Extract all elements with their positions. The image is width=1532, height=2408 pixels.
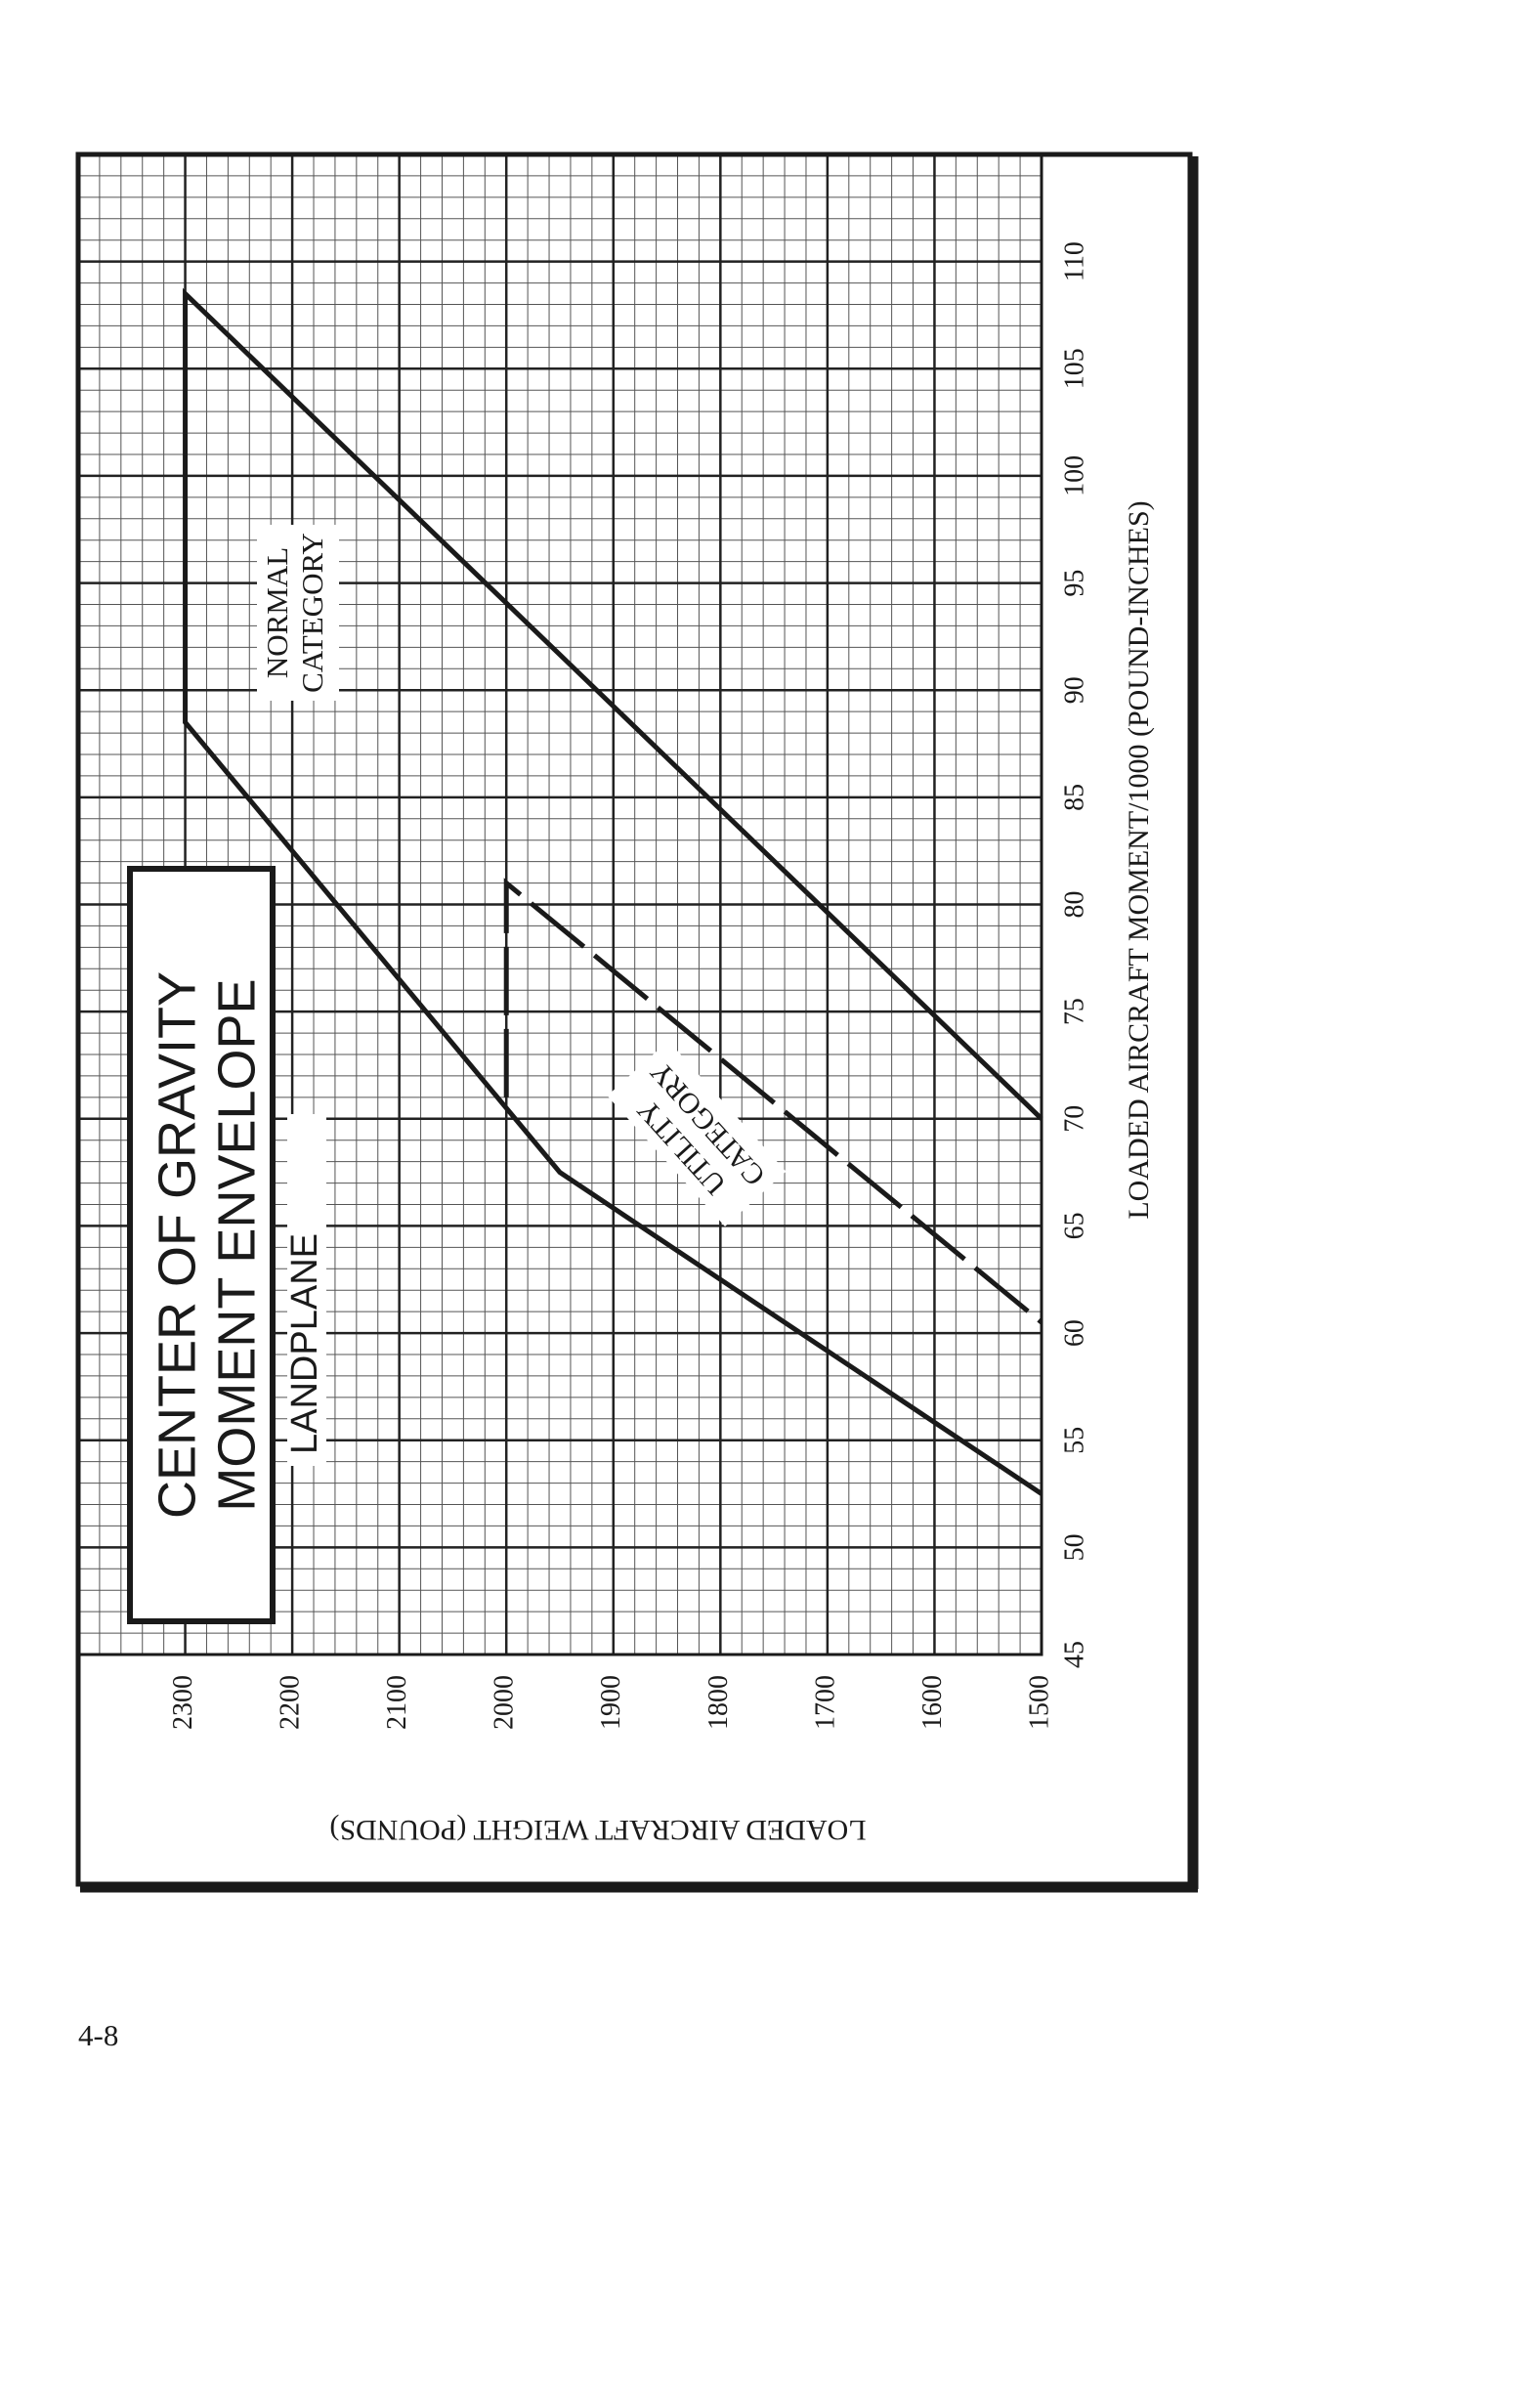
envelope-line bbox=[503, 878, 1043, 1325]
title-box bbox=[127, 866, 276, 1624]
subtitle-bg bbox=[287, 1114, 326, 1466]
y-tick-label: 2200 bbox=[276, 1675, 306, 1730]
page-number: 4-8 bbox=[78, 2018, 118, 2052]
series-label-text: CATEGORY bbox=[295, 533, 329, 693]
y-tick-label: 2000 bbox=[489, 1675, 520, 1730]
y-tick-label: 1500 bbox=[1024, 1675, 1054, 1730]
x-tick-label: 105 bbox=[1059, 348, 1089, 389]
x-tick-label: 75 bbox=[1059, 998, 1089, 1025]
y-tick-label: 1600 bbox=[917, 1675, 948, 1730]
y-tick-label: 2100 bbox=[382, 1675, 412, 1730]
x-tick-label: 100 bbox=[1059, 455, 1089, 496]
subtitle: LANDPLANE bbox=[284, 1233, 325, 1454]
y-tick-label: 1800 bbox=[703, 1675, 734, 1730]
x-tick-label: 90 bbox=[1059, 676, 1089, 704]
x-axis-label: LOADED AIRCRAFT MOMENT/1000 (POUND-INCHE… bbox=[1123, 500, 1155, 1219]
series-label-text: NORMAL bbox=[260, 547, 294, 678]
x-tick-label: 110 bbox=[1059, 241, 1089, 281]
envelope-line bbox=[183, 287, 1043, 1496]
y-tick-label: 2300 bbox=[168, 1675, 198, 1730]
marks bbox=[183, 287, 1043, 1496]
x-tick-label: 65 bbox=[1059, 1212, 1089, 1239]
label-bg bbox=[607, 1041, 787, 1226]
x-tick-label: 55 bbox=[1059, 1427, 1089, 1454]
x-tick-label: 70 bbox=[1059, 1105, 1089, 1133]
x-tick-label: 50 bbox=[1059, 1533, 1089, 1561]
chart-title: CENTER OF GRAVITY bbox=[148, 971, 206, 1519]
x-tick-label: 95 bbox=[1059, 570, 1089, 597]
label-bg bbox=[257, 525, 339, 701]
x-tick-label: 80 bbox=[1059, 891, 1089, 919]
y-tick-label: 1900 bbox=[596, 1675, 626, 1730]
y-tick-label: 1700 bbox=[810, 1675, 840, 1730]
series-label: NORMAL CATEGORY bbox=[257, 525, 339, 701]
chart-title: MOMENT ENVELOPE bbox=[207, 978, 266, 1511]
x-tick-label: 85 bbox=[1059, 784, 1089, 811]
x-tick-label: 45 bbox=[1059, 1641, 1089, 1668]
y-axis-label: LOADED AIRCRAFT WEIGHT (POUNDS) bbox=[329, 1814, 866, 1846]
x-tick-label: 60 bbox=[1059, 1319, 1089, 1347]
